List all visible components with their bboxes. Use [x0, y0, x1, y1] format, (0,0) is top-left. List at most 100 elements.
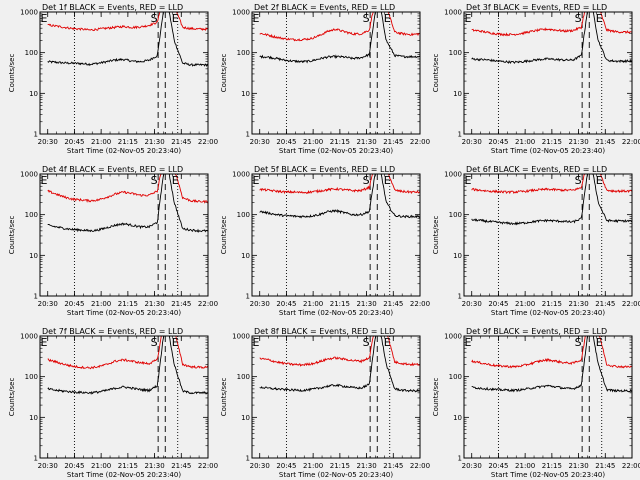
y-tick-label: 1000	[444, 333, 462, 341]
y-tick-label: 1000	[20, 333, 38, 341]
plot-frame	[39, 11, 209, 135]
end-marker-label: E	[253, 12, 260, 25]
panel-title: Det 5f BLACK = Events, RED = LLD	[254, 165, 395, 174]
x-tick-label: 21:00	[91, 138, 111, 146]
x-tick-label: 21:30	[144, 138, 164, 146]
series-events-line	[259, 173, 421, 219]
x-tick-label: 20:30	[38, 300, 58, 308]
plot-frame	[463, 173, 633, 297]
start-marker-label: S	[151, 12, 158, 25]
start-marker-label: S	[363, 12, 370, 25]
panel-det-2: Det 2f BLACK = Events, RED = LLD Counts/s…	[220, 3, 430, 155]
y-tick-label: 100	[449, 373, 462, 381]
x-tick-label: 21:30	[568, 462, 588, 470]
x-tick-label: 20:45	[488, 300, 508, 308]
series-events-line	[47, 11, 209, 67]
x-axis-label: Start Time (02-Nov-05 20:23:40)	[279, 471, 393, 479]
end-marker-label: E	[384, 12, 391, 25]
y-axis-label: Counts/sec	[432, 378, 440, 417]
x-axis-label: Start Time (02-Nov-05 20:23:40)	[67, 471, 181, 479]
x-tick-label: 21:15	[330, 462, 350, 470]
y-axis-label: Counts/sec	[8, 378, 16, 417]
x-tick-label: 21:45	[171, 300, 191, 308]
panel-title: Det 9f BLACK = Events, RED = LLD	[466, 327, 607, 336]
plot-frame	[251, 11, 421, 135]
x-tick-label: 20:45	[276, 462, 296, 470]
x-tick-label: 21:00	[303, 462, 323, 470]
panel-title: Det 8f BLACK = Events, RED = LLD	[254, 327, 395, 336]
x-axis-label: Start Time (02-Nov-05 20:23:40)	[67, 309, 181, 317]
end-marker-label: E	[384, 174, 391, 187]
series-lld-line	[471, 335, 633, 369]
y-tick-label: 100	[449, 49, 462, 57]
series-events-line	[259, 335, 421, 393]
end-marker-label: E	[253, 336, 260, 349]
y-tick-label: 1000	[444, 171, 462, 179]
series-events-line	[471, 335, 633, 393]
panel-det-5: Det 5f BLACK = Events, RED = LLD Counts/s…	[220, 165, 430, 317]
x-tick-label: 22:00	[198, 462, 218, 470]
series-lld-line	[259, 173, 421, 195]
y-tick-label: 1000	[232, 333, 250, 341]
x-tick-label: 21:15	[330, 300, 350, 308]
x-tick-label: 21:45	[383, 138, 403, 146]
x-tick-label: 21:00	[515, 300, 535, 308]
y-tick-label: 10	[241, 252, 250, 260]
series-events-line	[259, 11, 421, 64]
x-tick-label: 21:45	[383, 300, 403, 308]
x-tick-label: 22:00	[198, 138, 218, 146]
y-axis-label: Counts/sec	[432, 216, 440, 255]
start-marker-label: S	[363, 174, 370, 187]
x-tick-label: 20:45	[64, 462, 84, 470]
end-marker-label: E	[465, 336, 472, 349]
x-tick-label: 22:00	[622, 300, 640, 308]
series-events-line	[471, 173, 633, 226]
plot-frame	[463, 11, 633, 135]
y-tick-label: 100	[237, 49, 250, 57]
x-tick-label: 21:00	[515, 462, 535, 470]
x-tick-label: 21:15	[118, 300, 138, 308]
x-tick-label: 21:30	[356, 462, 376, 470]
y-tick-label: 10	[453, 414, 462, 422]
y-tick-label: 100	[25, 373, 38, 381]
x-tick-label: 21:00	[91, 462, 111, 470]
x-axis-label: Start Time (02-Nov-05 20:23:40)	[279, 147, 393, 155]
y-tick-label: 100	[237, 373, 250, 381]
start-marker-label: S	[575, 336, 582, 349]
x-tick-label: 21:15	[542, 462, 562, 470]
plot-frame	[251, 173, 421, 297]
x-tick-label: 21:45	[595, 462, 615, 470]
x-tick-label: 21:30	[568, 300, 588, 308]
x-tick-label: 20:45	[64, 300, 84, 308]
series-lld-line	[47, 335, 209, 370]
panel-det-3: Det 3f BLACK = Events, RED = LLD Counts/s…	[432, 3, 640, 155]
y-axis-label: Counts/sec	[432, 54, 440, 93]
panel-det-9: Det 9f BLACK = Events, RED = LLD Counts/s…	[432, 327, 640, 479]
end-marker-label: E	[41, 12, 48, 25]
end-marker-label: E	[465, 12, 472, 25]
start-marker-label: S	[575, 174, 582, 187]
end-marker-label: E	[384, 336, 391, 349]
start-marker-label: S	[151, 336, 158, 349]
y-tick-label: 1	[34, 455, 38, 463]
x-tick-label: 20:30	[462, 300, 482, 308]
y-tick-label: 10	[241, 90, 250, 98]
x-tick-label: 21:45	[595, 138, 615, 146]
x-tick-label: 22:00	[622, 138, 640, 146]
y-tick-label: 10	[29, 252, 38, 260]
x-tick-label: 21:00	[303, 300, 323, 308]
end-marker-label: E	[41, 336, 48, 349]
x-axis-label: Start Time (02-Nov-05 20:23:40)	[67, 147, 181, 155]
x-tick-label: 20:45	[488, 462, 508, 470]
panel-det-7: Det 7f BLACK = Events, RED = LLD Counts/s…	[8, 327, 218, 479]
end-marker-label: E	[253, 174, 260, 187]
x-axis-label: Start Time (02-Nov-05 20:23:40)	[279, 309, 393, 317]
series-lld-line	[471, 11, 633, 37]
y-tick-label: 1000	[444, 9, 462, 17]
panel-title: Det 2f BLACK = Events, RED = LLD	[254, 3, 395, 12]
end-marker-label: E	[465, 174, 472, 187]
series-lld-line	[259, 11, 421, 42]
panel-det-4: Det 4f BLACK = Events, RED = LLD Counts/s…	[8, 165, 218, 317]
y-tick-label: 1	[458, 131, 462, 139]
series-lld-line	[47, 173, 209, 204]
